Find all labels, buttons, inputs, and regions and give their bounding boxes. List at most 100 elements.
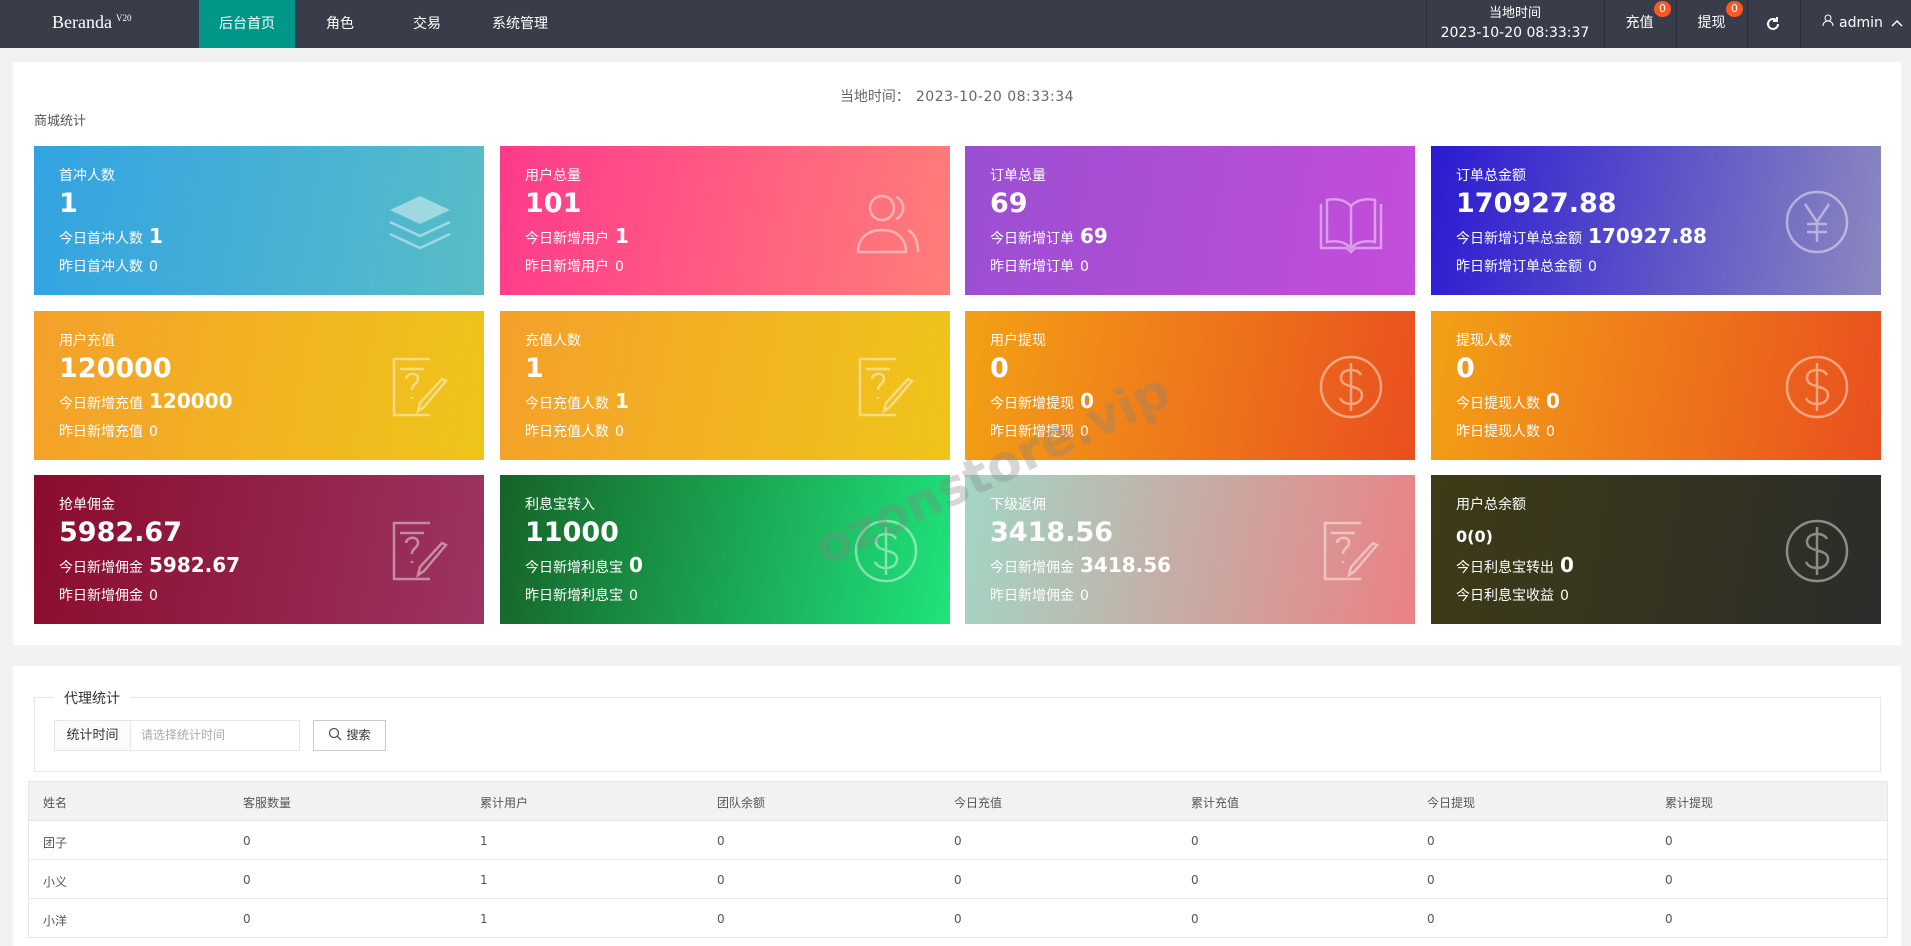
stat-card: 利息宝转入 11000 今日新增利息宝 0 昨日新增利息宝 0 (500, 475, 950, 624)
separator (1426, 0, 1427, 48)
card-title: 订单总金额 (1456, 168, 1526, 184)
card-value: 101 (525, 188, 582, 219)
today-value: 1 (615, 224, 629, 248)
card-icon (856, 194, 920, 254)
column-header: 团队余额 (717, 796, 766, 810)
stat-card: 用户总余额 0(0) 今日利息宝转出 0 今日利息宝收益 0 (1431, 475, 1881, 624)
card-today: 今日首冲人数 1 (59, 224, 163, 248)
yesterday-value: 0 (149, 259, 158, 275)
stat-card: 充值人数 1 今日充值人数 1 昨日充值人数 0 (500, 311, 950, 460)
card-value: 11000 (525, 517, 619, 548)
card-value: 3418.56 (990, 517, 1113, 548)
refresh-button[interactable] (1747, 0, 1800, 48)
today-label: 今日新增佣金 (59, 560, 143, 576)
stat-card: 下级返佣 3418.56 今日新增佣金 3418.56 昨日新增佣金 0 (965, 475, 1415, 624)
yesterday-label: 昨日新增充值 (59, 424, 143, 440)
yesterday-value: 0 (1080, 424, 1089, 440)
yesterday-label: 昨日充值人数 (525, 424, 609, 440)
column-header: 姓名 (43, 796, 68, 810)
card-title: 下级返佣 (990, 497, 1046, 513)
card-yesterday: 今日利息宝收益 0 (1456, 585, 1569, 605)
search-button[interactable]: 搜索 (313, 720, 386, 751)
table-cell: 1 (480, 912, 488, 926)
yesterday-value: 0 (1588, 259, 1597, 275)
card-today: 今日新增用户 1 (525, 224, 629, 248)
yesterday-value: 0 (615, 424, 624, 440)
card-value: 120000 (59, 353, 172, 384)
today-value: 69 (1080, 224, 1108, 248)
column-header: 今日提现 (1427, 796, 1476, 810)
card-today: 今日充值人数 1 (525, 389, 629, 413)
menu-item[interactable]: 角色 (326, 16, 354, 32)
card-title: 抢单佣金 (59, 497, 115, 513)
top-nav: Beranda V20 后台首页 角色 交易 系统管理 当地时间 2023-10-20 08:… (0, 0, 1911, 48)
card-title: 订单总量 (990, 168, 1046, 184)
recharge-button[interactable]: 充值 0 (1604, 0, 1675, 48)
table-cell: 0 (954, 834, 962, 848)
yesterday-value: 0 (149, 424, 158, 440)
card-yesterday: 昨日提现人数 0 (1456, 421, 1555, 441)
card-today: 今日新增订单总金额 170927.88 (1456, 224, 1707, 248)
menu-item[interactable]: 后台首页 (199, 0, 295, 48)
yesterday-label: 昨日首冲人数 (59, 259, 143, 275)
clock-label: 当地时间 (1488, 6, 1541, 21)
today-value: 3418.56 (1080, 553, 1172, 577)
card-yesterday: 昨日新增订单总金额 0 (1456, 256, 1597, 276)
today-value: 0 (1560, 553, 1574, 577)
table-cell: 0 (1191, 912, 1199, 926)
table-cell: 小义 (43, 875, 68, 889)
admin-menu[interactable]: admin (1822, 14, 1903, 31)
card-value: 1 (59, 188, 78, 219)
table-cell: 小洋 (43, 914, 68, 928)
today-label: 今日提现人数 (1456, 396, 1540, 412)
card-title: 利息宝转入 (525, 497, 595, 513)
card-today: 今日提现人数 0 (1456, 389, 1560, 413)
today-value: 0 (1546, 389, 1560, 413)
stat-card: 提现人数 0 今日提现人数 0 昨日提现人数 0 (1431, 311, 1881, 460)
card-yesterday: 昨日新增提现 0 (990, 421, 1089, 441)
table-cell: 0 (717, 912, 725, 926)
column-header: 累计提现 (1665, 796, 1714, 810)
yesterday-value: 0 (1546, 424, 1555, 440)
today-label: 今日首冲人数 (59, 231, 143, 247)
yesterday-value: 0 (1080, 259, 1089, 275)
today-value: 170927.88 (1588, 224, 1707, 248)
local-time: 当地时间： 2023-10-20 08:33:34 (13, 86, 1901, 106)
yesterday-value: 0 (149, 588, 158, 604)
card-icon (392, 521, 448, 581)
column-header: 累计充值 (1191, 796, 1240, 810)
card-yesterday: 昨日新增佣金 0 (59, 585, 158, 605)
card-yesterday: 昨日新增佣金 0 (990, 585, 1089, 605)
search-label: 搜索 (346, 728, 371, 742)
table-row (28, 860, 1888, 899)
table-cell: 0 (954, 912, 962, 926)
withdraw-button[interactable]: 提现 0 (1676, 0, 1747, 48)
yesterday-label: 昨日新增订单 (990, 259, 1074, 275)
stat-card: 用户充值 120000 今日新增充值 120000 昨日新增充值 0 (34, 311, 484, 460)
yesterday-label: 昨日新增佣金 (59, 588, 143, 604)
card-today: 今日新增提现 0 (990, 389, 1094, 413)
card-yesterday: 昨日首冲人数 0 (59, 256, 158, 276)
separator (1604, 0, 1605, 48)
card-yesterday: 昨日新增利息宝 0 (525, 585, 638, 605)
today-value: 0 (1080, 389, 1094, 413)
card-title: 用户总量 (525, 168, 581, 184)
card-yesterday: 昨日充值人数 0 (525, 421, 624, 441)
local-time-label: 当地时间： (839, 89, 910, 105)
table-cell: 0 (1665, 834, 1673, 848)
card-title: 用户充值 (59, 333, 115, 349)
column-header: 累计用户 (480, 796, 529, 810)
date-input[interactable]: 请选择统计时间 (131, 720, 300, 751)
today-value: 1 (615, 389, 629, 413)
table-cell: 0 (243, 834, 251, 848)
table-cell: 0 (1191, 834, 1199, 848)
menu-item[interactable]: 交易 (413, 16, 441, 32)
card-today: 今日新增订单 69 (990, 224, 1108, 248)
today-label: 今日新增订单总金额 (1456, 231, 1582, 247)
card-value: 170927.88 (1456, 188, 1617, 219)
today-label: 今日新增用户 (525, 231, 609, 247)
card-title: 提现人数 (1456, 333, 1512, 349)
yesterday-label: 昨日新增订单总金额 (1456, 259, 1582, 275)
clock-time: 2023-10-20 08:33:37 (1440, 25, 1590, 41)
menu-item[interactable]: 系统管理 (492, 16, 548, 32)
